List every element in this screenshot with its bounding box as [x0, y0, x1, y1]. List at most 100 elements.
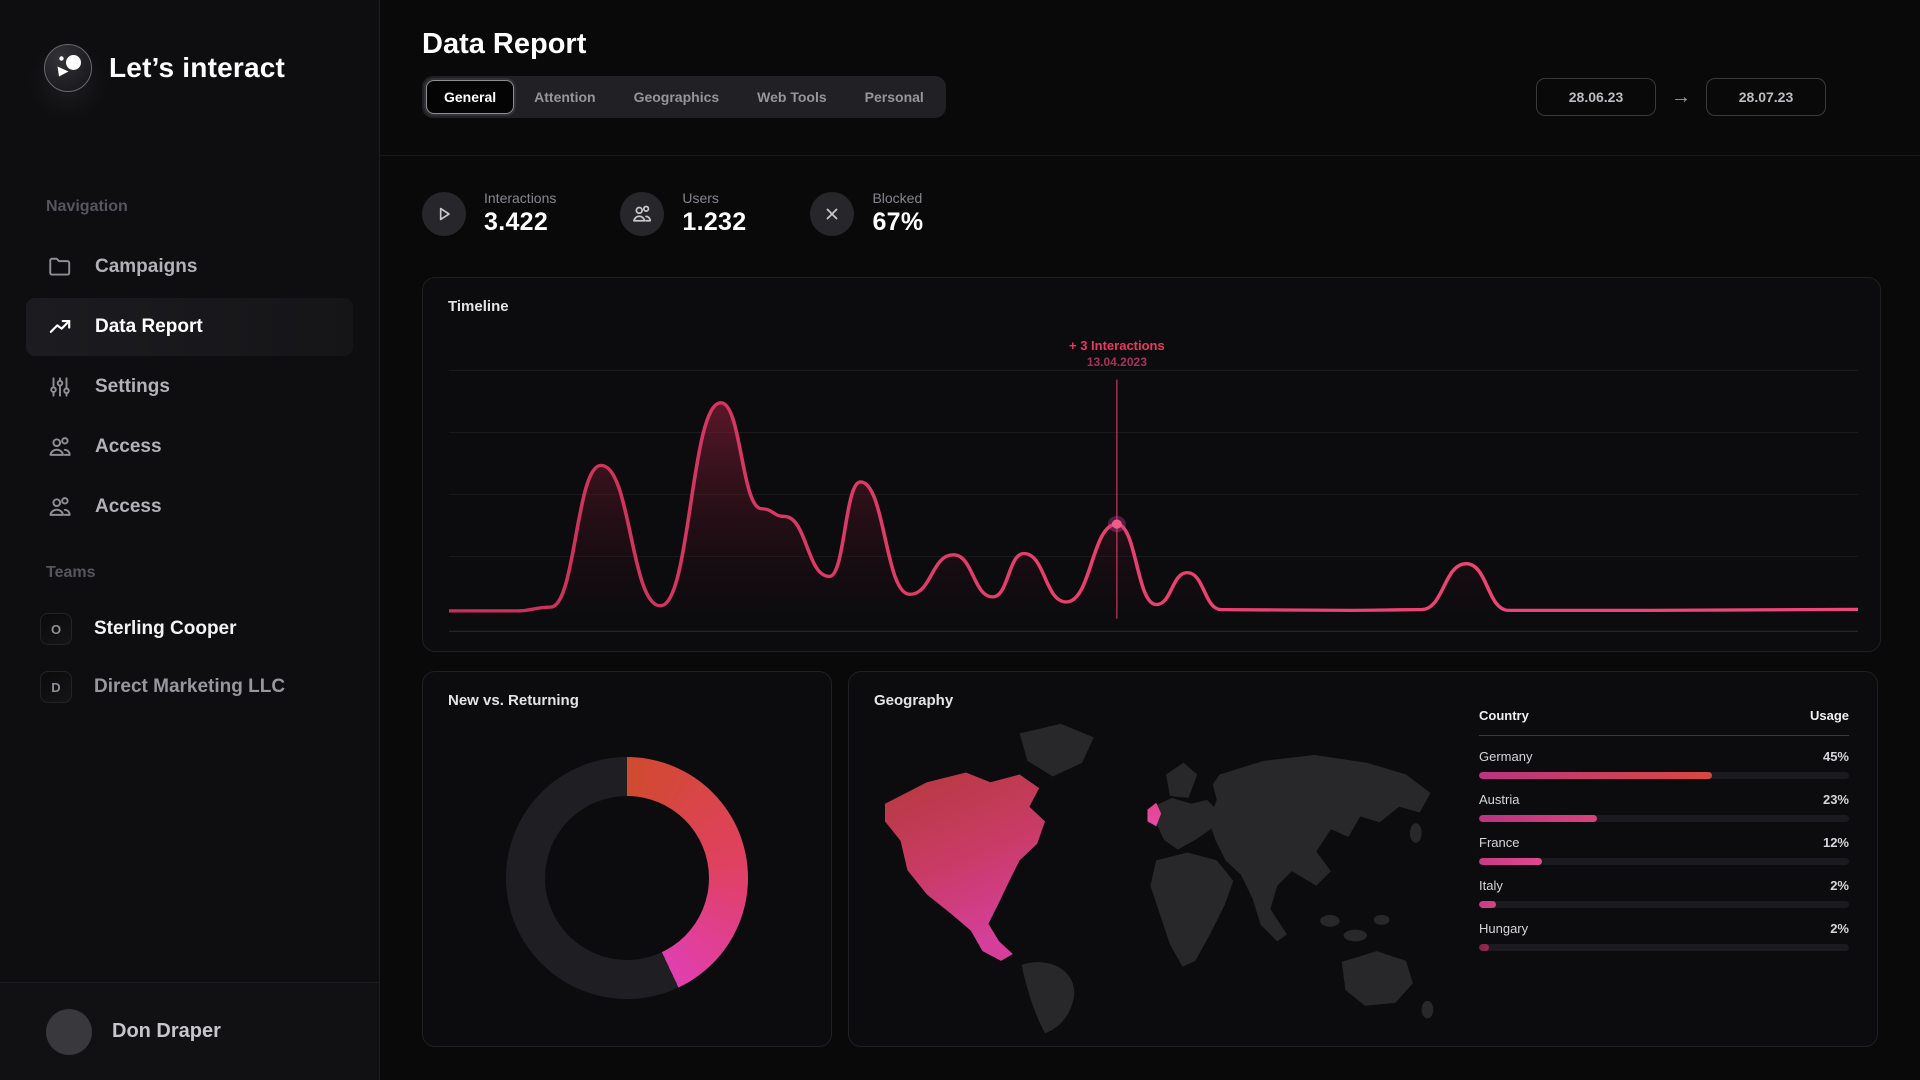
sidebar-item-access-1[interactable]: Access [26, 418, 353, 476]
user-name: Don Draper [112, 1020, 221, 1042]
sidebar: Let’s interact Navigation Campaigns Data… [0, 0, 380, 1080]
timeline-annotation: + 3 Interactions 13.04.2023 [1069, 338, 1165, 369]
avatar [46, 1008, 92, 1055]
brand-row: Let’s interact [0, 0, 379, 92]
geo-usage-table: Country Usage Germany 45% Austria 23% [1479, 708, 1849, 951]
user-row[interactable]: Don Draper [0, 982, 379, 1080]
geo-col-usage: Usage [1809, 708, 1849, 723]
team-list: O Sterling Cooper D Direct Marketing LLC [0, 600, 379, 716]
timeline-chart: + 3 Interactions 13.04.2023 [449, 334, 1858, 635]
geo-usage-value: 23% [1822, 792, 1849, 807]
usage-bar-fill [1479, 901, 1496, 908]
main-header: Data Report General Attention Geographic… [380, 0, 1920, 156]
team-name: Direct Marketing LLC [94, 676, 286, 697]
annotation-date: 13.04.2023 [1086, 355, 1147, 369]
usage-bar-fill [1479, 772, 1713, 779]
timeline-card-title: Timeline [448, 298, 509, 315]
timeline-card: Timeline + 3 Interactions 13.04.2023 [422, 277, 1881, 652]
team-item-sterling-cooper[interactable]: O Sterling Cooper [26, 600, 353, 658]
geo-usage-value: 45% [1822, 749, 1849, 764]
donut-hole [545, 795, 709, 960]
geo-country: Austria [1479, 792, 1520, 807]
date-to-input[interactable]: 28.07.23 [1706, 78, 1826, 116]
usage-bar-track [1479, 858, 1849, 865]
table-row: Germany 45% [1479, 749, 1849, 779]
usage-bar-fill [1479, 858, 1542, 865]
geo-usage-value: 2% [1830, 878, 1849, 893]
map-region-north-america [884, 772, 1046, 961]
geo-country: Germany [1479, 749, 1533, 764]
page-title: Data Report [422, 28, 587, 60]
annotation-label: + 3 Interactions [1068, 338, 1165, 353]
trending-up-icon [46, 314, 73, 341]
world-map [861, 714, 1471, 1036]
usage-bar-track [1479, 901, 1849, 908]
donut-card-title: New vs. Returning [448, 692, 579, 709]
geography-card: Geography [848, 671, 1878, 1047]
geo-country: France [1479, 835, 1520, 850]
tab-attention[interactable]: Attention [534, 89, 596, 105]
stats-row: Interactions 3.422 Users 1.232 [422, 190, 923, 237]
map-landmass [1019, 723, 1434, 1034]
users-icon [46, 494, 73, 521]
geography-card-title: Geography [874, 692, 954, 709]
brand-name: Let’s interact [109, 52, 286, 83]
team-initial-badge: O [40, 613, 72, 645]
users-icon [620, 191, 665, 236]
stat-value: 3.422 [484, 208, 549, 236]
tab-personal[interactable]: Personal [864, 89, 924, 105]
usage-bar-track [1479, 772, 1849, 779]
sidebar-item-label: Access [95, 496, 162, 517]
team-item-direct-marketing[interactable]: D Direct Marketing LLC [26, 658, 353, 716]
sidebar-item-campaigns[interactable]: Campaigns [26, 238, 353, 296]
tab-geographics[interactable]: Geographics [633, 89, 720, 105]
tab-general[interactable]: General [426, 80, 515, 114]
stat-blocked: Blocked 67% [810, 190, 923, 237]
stat-value: 67% [872, 208, 924, 236]
main-content: Data Report General Attention Geographic… [380, 0, 1920, 1080]
stat-users: Users 1.232 [620, 190, 746, 237]
stat-interactions: Interactions 3.422 [422, 190, 556, 237]
tab-web-tools[interactable]: Web Tools [757, 89, 827, 105]
team-name: Sterling Cooper [94, 618, 237, 639]
geo-table-header: Country Usage [1479, 708, 1849, 736]
date-range: 28.06.23 → 28.07.23 [1536, 78, 1826, 116]
table-row: Italy 2% [1479, 878, 1849, 908]
usage-bar-fill [1479, 944, 1490, 951]
arrow-right-icon: → [1671, 85, 1691, 108]
donut-chart [506, 756, 748, 999]
sidebar-item-label: Access [95, 436, 162, 457]
sidebar-item-access-2[interactable]: Access [26, 478, 353, 536]
sidebar-item-data-report[interactable]: Data Report [26, 298, 353, 356]
table-row: France 12% [1479, 835, 1849, 865]
map-region-united-kingdom [1147, 802, 1162, 827]
geo-country: Hungary [1479, 921, 1529, 936]
sidebar-item-label: Campaigns [95, 256, 198, 277]
gridlines [449, 370, 1858, 633]
stat-label: Interactions [484, 190, 557, 206]
nav-section-label: Navigation [46, 198, 128, 215]
date-from-input[interactable]: 28.06.23 [1536, 78, 1656, 116]
geo-usage-value: 2% [1830, 921, 1849, 936]
sidebar-item-settings[interactable]: Settings [26, 358, 353, 416]
stat-label: Blocked [872, 190, 923, 206]
sidebar-item-label: Data Report [95, 316, 203, 337]
sidebar-item-label: Settings [95, 376, 170, 397]
geo-col-country: Country [1479, 708, 1529, 723]
brand-logo-icon [44, 44, 92, 92]
close-icon [810, 191, 855, 236]
table-row: Hungary 2% [1479, 921, 1849, 951]
usage-bar-fill [1479, 815, 1598, 822]
table-row: Austria 23% [1479, 792, 1849, 822]
folder-icon [46, 254, 73, 281]
timeline-svg [449, 370, 1858, 633]
teams-section-label: Teams [46, 564, 96, 581]
usage-bar-track [1479, 815, 1849, 822]
stat-value: 1.232 [682, 208, 747, 236]
geo-country: Italy [1479, 878, 1503, 893]
play-icon [422, 191, 466, 236]
team-initial-badge: D [40, 671, 72, 703]
geo-usage-value: 12% [1822, 835, 1849, 850]
tab-bar: General Attention Geographics Web Tools … [422, 76, 946, 118]
stat-label: Users [682, 190, 719, 206]
